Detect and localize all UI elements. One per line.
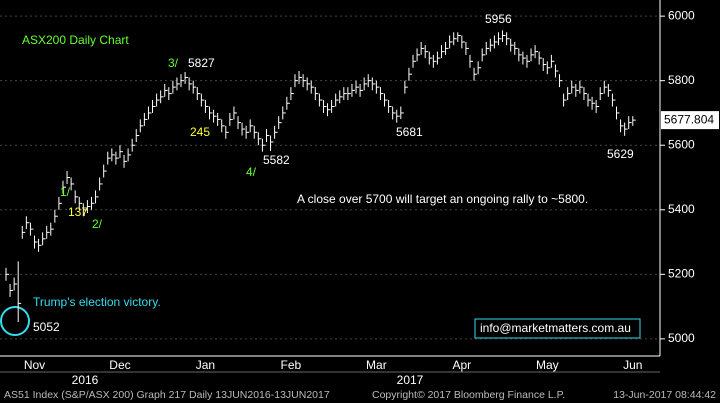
year-label: 2017 bbox=[397, 373, 424, 387]
annotation: 137 bbox=[68, 205, 88, 219]
contact: info@marketmatters.com.au bbox=[480, 321, 631, 335]
y-tick-label: 5400 bbox=[668, 202, 695, 216]
last-price-label: 5677.804 bbox=[664, 112, 714, 126]
y-tick-label: 5800 bbox=[668, 73, 695, 87]
y-tick-label: 5000 bbox=[668, 331, 695, 345]
annotation: A close over 5700 will target an ongoing… bbox=[297, 192, 588, 206]
annotation: 245 bbox=[190, 125, 210, 139]
x-tick-label: Mar bbox=[366, 358, 387, 372]
footer-left: AS51 Index (S&P/ASX 200) Graph 217 Daily… bbox=[4, 389, 330, 401]
annotation: 5629 bbox=[607, 147, 634, 161]
contact-box bbox=[474, 318, 641, 339]
annotation: 2/ bbox=[92, 217, 103, 231]
annotation: 5582 bbox=[263, 153, 290, 167]
highlight-circle bbox=[0, 306, 30, 336]
annotation: Trump's election victory. bbox=[33, 295, 161, 309]
annotation: 1/ bbox=[60, 185, 71, 199]
x-tick-label: Apr bbox=[452, 358, 471, 372]
annotation: 3/ bbox=[168, 56, 179, 70]
y-tick-label: 6000 bbox=[668, 8, 695, 22]
chart-title: ASX200 Daily Chart bbox=[22, 33, 129, 47]
annotation: 5827 bbox=[188, 56, 215, 70]
x-tick-label: Feb bbox=[281, 358, 302, 372]
x-tick-label: Dec bbox=[109, 358, 130, 372]
last-price-box bbox=[661, 111, 719, 130]
x-tick-label: Jun bbox=[623, 358, 642, 372]
y-tick-label: 5600 bbox=[668, 137, 695, 151]
x-tick-label: Nov bbox=[24, 358, 45, 372]
annotation: 5956 bbox=[485, 12, 512, 26]
y-tick-label: 5200 bbox=[668, 266, 695, 280]
footer-mid: Copyright© 2017 Bloomberg Finance L.P. bbox=[372, 389, 565, 401]
annotation: 4/ bbox=[246, 165, 257, 179]
annotation: 5052 bbox=[33, 320, 60, 334]
footer-right: 13-Jun-2017 08:44:42 bbox=[613, 389, 716, 401]
x-tick-label: Jan bbox=[196, 358, 215, 372]
x-tick-label: May bbox=[536, 358, 559, 372]
year-label: 2016 bbox=[72, 373, 99, 387]
annotation: 5681 bbox=[396, 125, 423, 139]
